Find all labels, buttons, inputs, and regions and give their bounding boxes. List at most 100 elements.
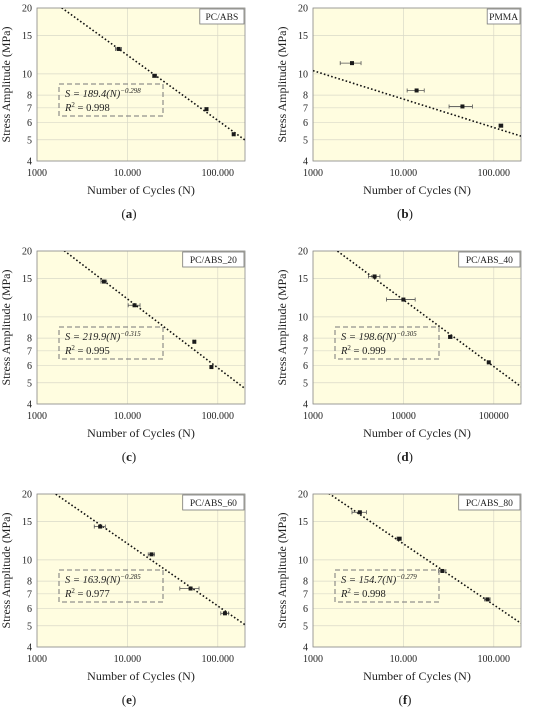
data-point (222, 611, 227, 616)
y-tick-label: 5 (27, 378, 32, 389)
y-tick-label: 7 (27, 346, 32, 357)
x-tick-label: 1000 (303, 411, 323, 422)
caption-close: ) (132, 206, 136, 221)
chart-panel-f: 4 5 6 78 10 15 20 1000 10.000 100.000 Number of Cy… (275, 490, 522, 707)
y-tick-label: 15 (22, 274, 32, 285)
x-tick-label: 10000 (391, 411, 416, 422)
y-tick-label: 5 (303, 135, 308, 146)
fit-equation-main: S = 198.6(N) (341, 332, 397, 343)
power-fit-line (63, 251, 245, 390)
caption-close: ) (132, 692, 136, 707)
data-point (149, 552, 154, 557)
r-squared-superscript: 2 (347, 344, 351, 352)
x-tick-label: 10.000 (390, 168, 418, 179)
y-tick-label: 20 (298, 4, 308, 15)
y-tick-label: 4 (27, 400, 32, 411)
y-tick-label: 5 (27, 621, 32, 632)
x-tick-label: 1000 (303, 168, 323, 179)
y-tick-label: 10 (298, 555, 308, 566)
data-point (498, 123, 503, 128)
y-tick-label: 20 (22, 247, 32, 258)
data-point (357, 510, 362, 515)
x-axis-label: Number of Cycles (N) (363, 183, 471, 197)
fit-r-squared: R2 = 0.995 (64, 344, 110, 357)
caption-letter: a (126, 206, 133, 221)
caption-close: ) (409, 206, 413, 221)
y-tick-label: 7 (27, 103, 32, 114)
data-point (372, 274, 377, 279)
chart-panel-e: 4 5 6 78 10 15 20 1000 10.000 100.000 Number of Cy… (0, 490, 246, 707)
power-fit-line (54, 494, 245, 626)
y-tick-label: 7 (303, 589, 308, 600)
y-axis-label: Stress Amplitude (MPa) (0, 269, 13, 385)
data-point (132, 303, 137, 308)
y-tick-label: 6 (27, 118, 32, 129)
panel-title: PMMA (489, 13, 518, 23)
panel-title-box (182, 251, 245, 268)
y-tick-label: 8 (27, 91, 32, 102)
y-tick-label: 6 (27, 361, 32, 372)
caption-close: ) (407, 692, 411, 707)
fit-equation: S = 219.9(N)−0.315 (65, 330, 141, 343)
panel-caption: (b) (397, 206, 413, 221)
y-tick-label: 15 (298, 517, 308, 528)
fit-equation-main: S = 189.4(N) (65, 89, 121, 100)
data-point (116, 46, 121, 51)
panel-title: PC/ABS_60 (190, 499, 237, 509)
y-tick-label: 8 (303, 577, 308, 588)
fit-r-squared: R2 = 0.977 (64, 587, 110, 600)
y-tick-label: 15 (22, 31, 32, 42)
plot-frame (36, 250, 246, 405)
r-squared-value: = 0.999 (351, 346, 386, 357)
chart-panel-a: 4 5 6 78 10 15 20 1000 10.000 100.000 Number of Cy… (0, 4, 246, 221)
y-tick-label: 10 (22, 312, 32, 323)
r-squared-value: = 0.977 (75, 589, 110, 600)
y-tick-label: 15 (298, 31, 308, 42)
data-point (204, 107, 209, 112)
y-tick-label: 20 (298, 247, 308, 258)
panel-title: PC/ABS (206, 13, 239, 23)
y-axis-label: Stress Amplitude (MPa) (0, 512, 13, 628)
panel-title: PC/ABS_20 (190, 256, 237, 266)
y-tick-label: 15 (298, 274, 308, 285)
y-tick-label: 6 (303, 361, 308, 372)
data-point (401, 297, 406, 302)
fit-equation-exponent: −0.305 (396, 330, 417, 338)
panel-caption: (f) (398, 692, 411, 707)
x-tick-label: 100.000 (202, 654, 235, 665)
x-tick-label: 10.000 (114, 168, 142, 179)
y-tick-label: 5 (303, 378, 308, 389)
panel-title-box (458, 251, 521, 268)
equation-box (58, 569, 164, 603)
plot-frame (312, 493, 522, 648)
y-tick-label: 8 (303, 91, 308, 102)
chart-panel-b: 4 5 6 78 10 15 20 1000 10.000 100.000 Number of Cy… (275, 4, 522, 221)
y-tick-label: 20 (22, 4, 32, 15)
x-tick-label: 100000 (479, 411, 509, 422)
fit-equation: S = 163.9(N)−0.285 (65, 573, 141, 586)
plot-frame (36, 493, 246, 648)
data-point (460, 104, 465, 109)
data-point (152, 73, 157, 78)
caption-letter: e (126, 692, 132, 707)
x-tick-label: 10.000 (114, 654, 142, 665)
data-point (486, 360, 491, 365)
panel-title-box (199, 8, 245, 25)
x-axis-label: Number of Cycles (N) (363, 669, 471, 683)
panel-title-box (486, 8, 521, 25)
r-squared-symbol: R (340, 589, 348, 600)
caption-open: ( (397, 206, 401, 221)
caption-letter: b (401, 206, 408, 221)
x-tick-label: 100.000 (202, 411, 235, 422)
data-point (231, 132, 236, 137)
equation-box (334, 326, 440, 360)
y-tick-label: 10 (22, 69, 32, 80)
y-tick-label: 4 (303, 157, 308, 168)
x-tick-label: 1000 (27, 654, 47, 665)
caption-open: ( (121, 206, 125, 221)
r-squared-superscript: 2 (347, 587, 351, 595)
r-squared-superscript: 2 (71, 101, 75, 109)
fit-equation-exponent: −0.298 (120, 87, 141, 95)
y-tick-label: 5 (27, 135, 32, 146)
